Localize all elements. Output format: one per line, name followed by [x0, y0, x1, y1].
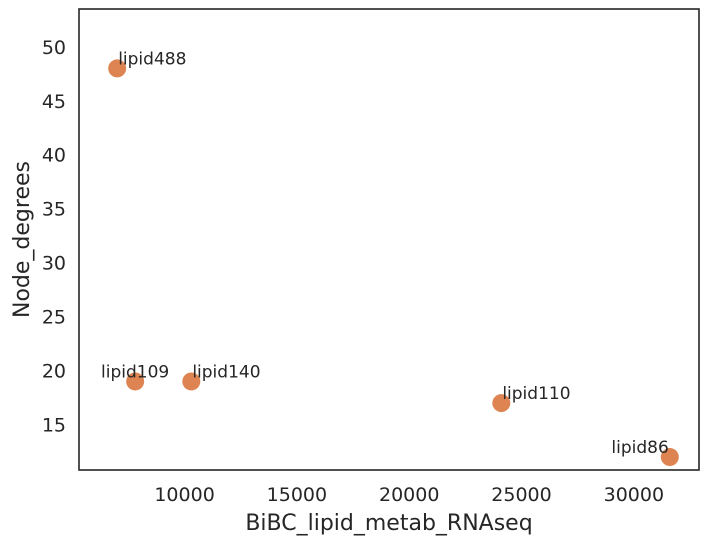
x-tick-label: 10000: [154, 484, 214, 506]
x-tick-label: 15000: [267, 484, 327, 506]
y-tick-label: 25: [42, 307, 66, 329]
data-point-label: lipid109: [101, 362, 169, 382]
data-point: [182, 372, 201, 391]
data-points: [108, 59, 679, 467]
data-point: [108, 59, 127, 78]
y-tick-label: 35: [42, 199, 66, 221]
data-point-label: lipid110: [502, 384, 570, 404]
y-axis-ticks: 15 20 25 30 35 40 45 50: [42, 37, 66, 437]
y-tick-label: 30: [42, 253, 66, 275]
y-tick-label: 15: [42, 415, 66, 437]
y-tick-label: 40: [42, 145, 66, 167]
x-tick-label: 20000: [379, 484, 439, 506]
data-point-label: lipid140: [192, 362, 260, 382]
y-axis-label: Node_degrees: [10, 161, 35, 318]
x-tick-label: 30000: [604, 484, 664, 506]
y-tick-label: 45: [42, 91, 66, 113]
x-axis-ticks: 10000 15000 20000 25000 30000: [154, 484, 664, 506]
data-point: [492, 394, 511, 413]
y-tick-label: 20: [42, 361, 66, 383]
data-point: [126, 372, 145, 391]
x-tick-label: 25000: [491, 484, 551, 506]
point-labels: lipid488 lipid109 lipid140 lipid110 lipid86: [101, 49, 669, 458]
data-point-label: lipid86: [611, 438, 668, 458]
y-tick-label: 50: [42, 37, 66, 59]
plot-frame: [78, 8, 700, 471]
data-point-label: lipid488: [118, 49, 186, 69]
x-axis-label: BiBC_lipid_metab_RNAseq: [245, 511, 532, 536]
data-point: [660, 448, 679, 467]
